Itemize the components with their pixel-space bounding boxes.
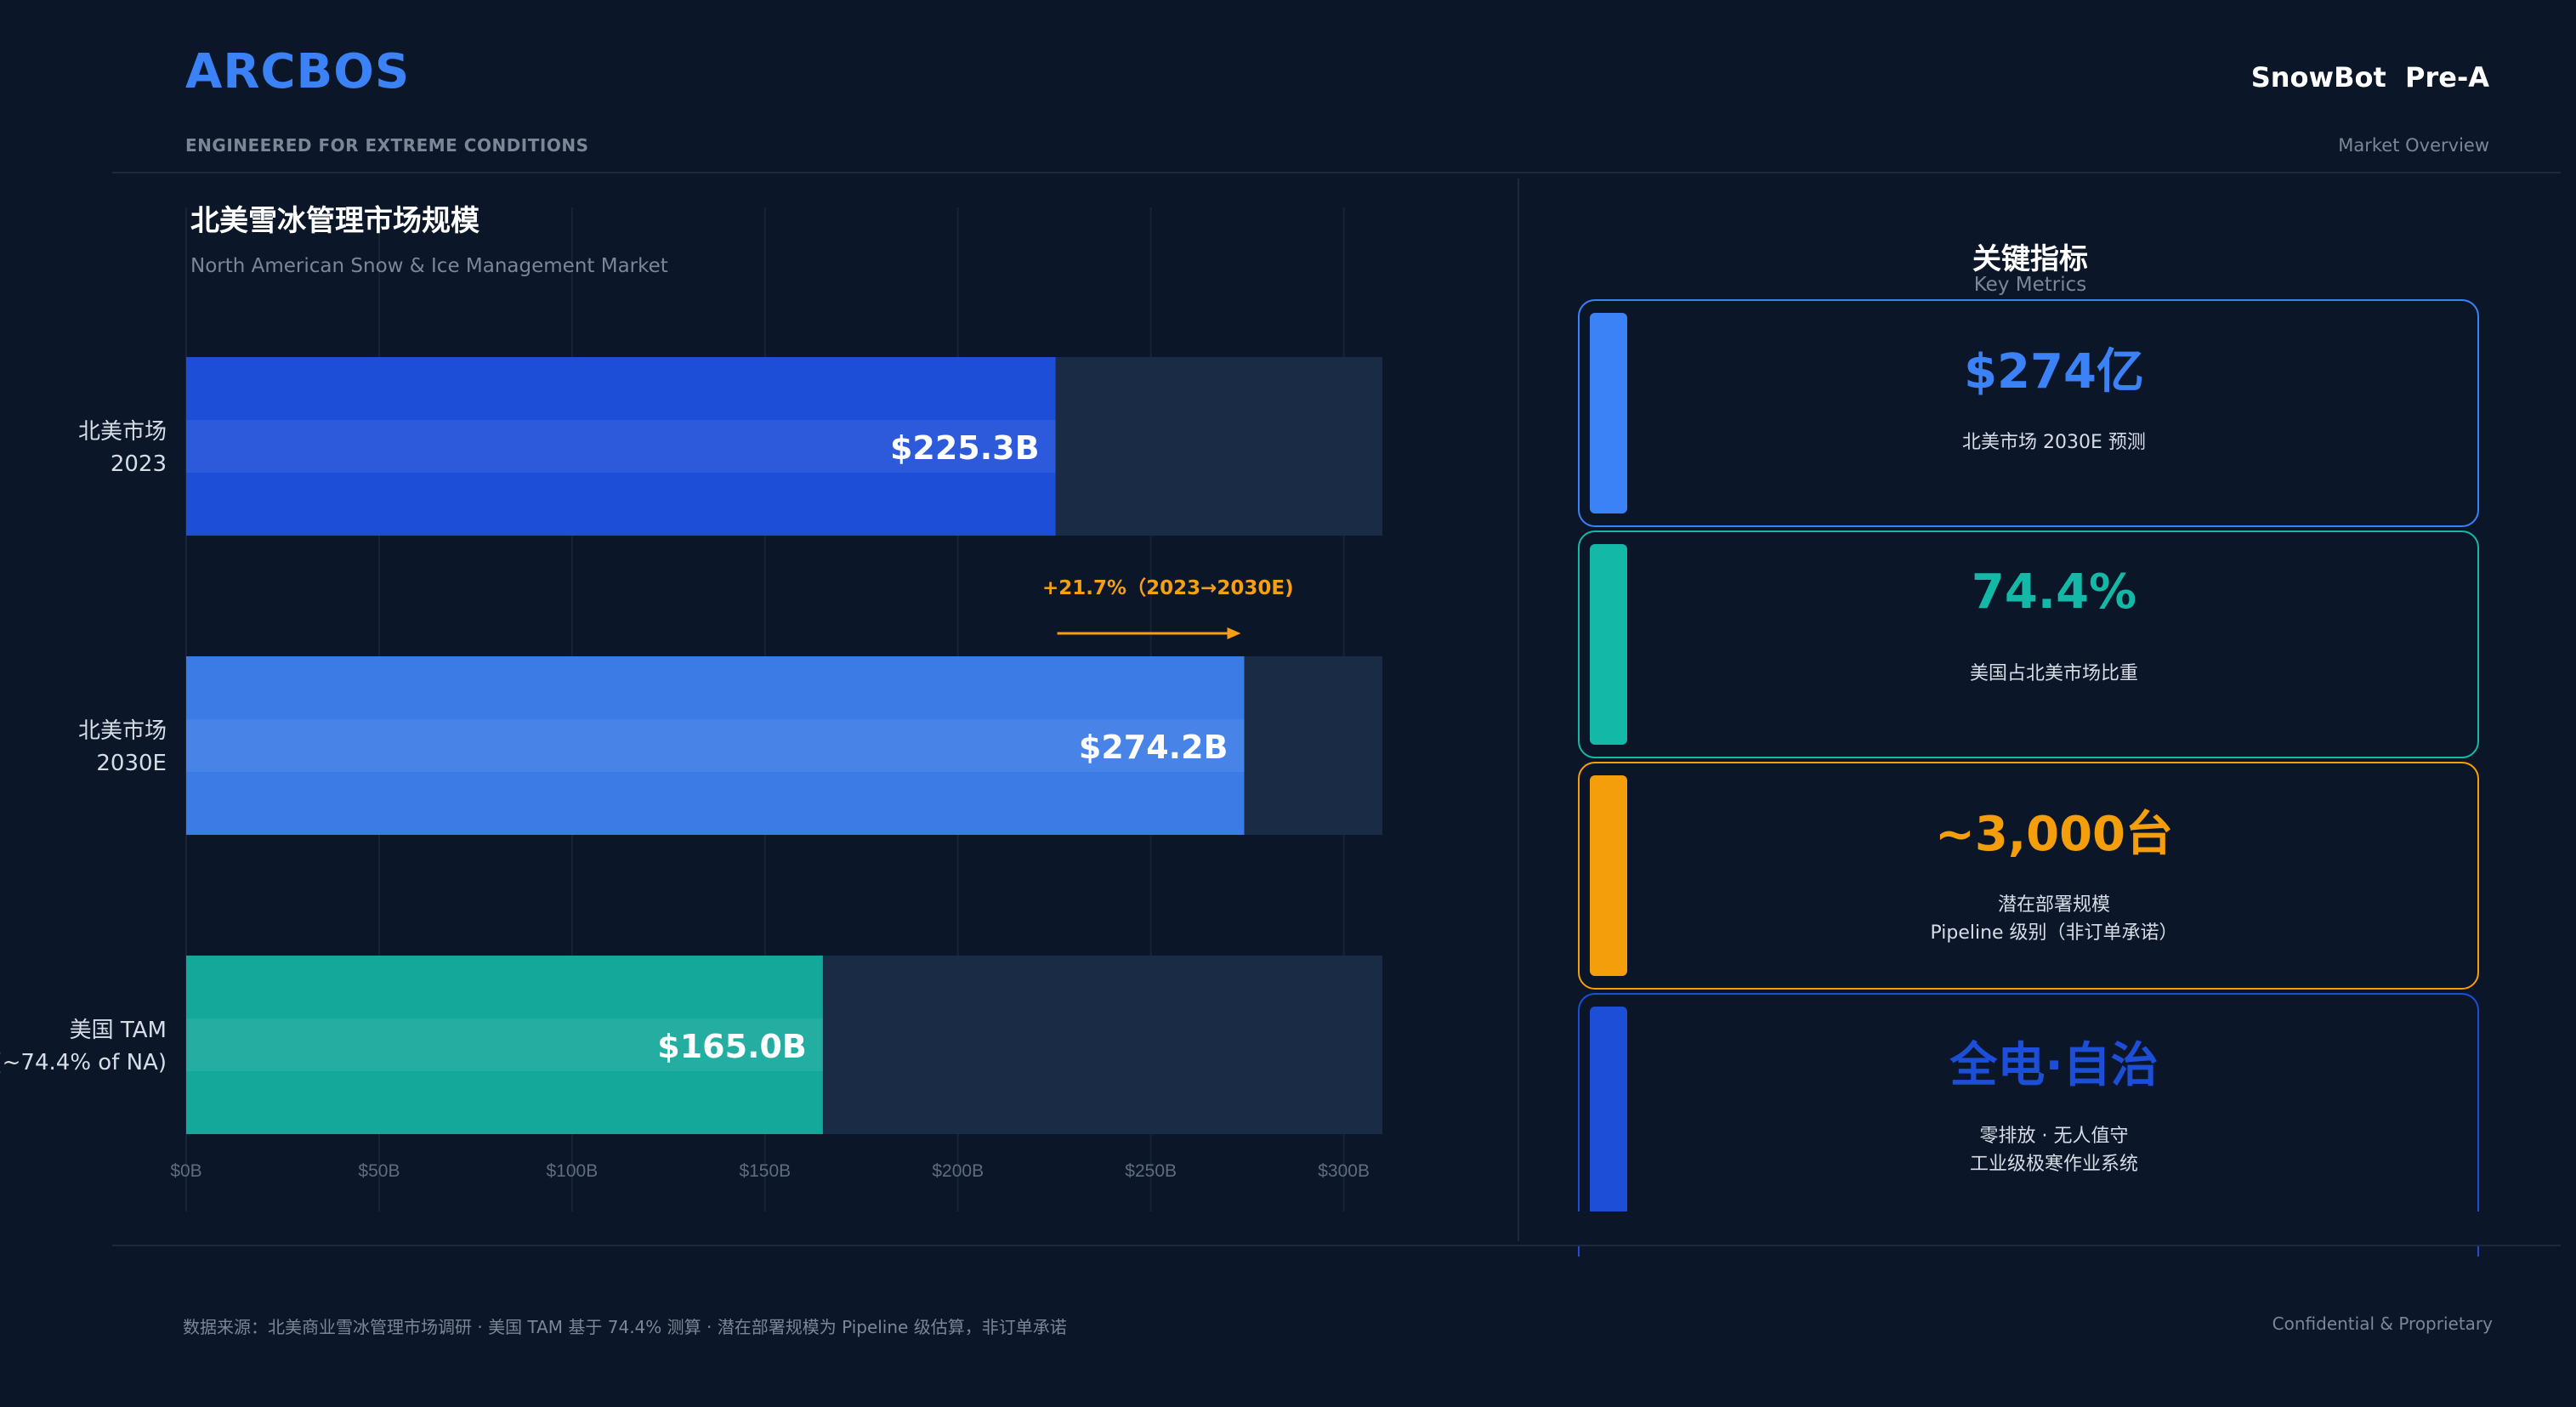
- bar: [186, 357, 1056, 536]
- bar-highlight: [186, 420, 1056, 473]
- brand-logo: ARCBOS: [185, 44, 411, 99]
- x-tick-label: $150B: [739, 1161, 791, 1181]
- metric-value: 74.4%: [1971, 565, 2137, 620]
- category-label: (~74.4% of NA): [0, 1050, 167, 1075]
- x-tick-label: $0B: [170, 1161, 201, 1181]
- metric-accent-strip: [1590, 775, 1627, 976]
- category-label: 2030E: [96, 751, 167, 776]
- metric-description: 潜在部署规模 Pipeline 级别（非订单承诺）: [1930, 894, 2178, 944]
- bar-highlight: [186, 719, 1245, 772]
- x-tick-label: $100B: [547, 1161, 599, 1181]
- bar-value-label: $274.2B: [1079, 729, 1228, 766]
- footer-divider: [112, 1245, 2561, 1246]
- panel-divider: [1518, 179, 1519, 1241]
- chart-title: 北美雪冰管理市场规模: [190, 204, 479, 238]
- metric-description: 零排放 · 无人值守 工业级极寒作业系统: [1969, 1126, 2138, 1175]
- bar-highlight: [186, 1018, 823, 1071]
- metrics-title: 关键指标: [1972, 242, 2088, 276]
- footer-source-note: 数据来源：北美商业雪冰管理市场调研 · 美国 TAM 基于 74.4% 测算 ·…: [183, 1317, 1067, 1337]
- bar: [186, 656, 1245, 835]
- metric-card-us-share: 74.4% 美国占北美市场比重: [1578, 530, 2479, 758]
- metric-accent-strip: [1590, 313, 1627, 513]
- metric-card-forecast: $274亿 北美市场 2030E 预测: [1578, 299, 2479, 527]
- bar-value-label: $165.0B: [657, 1028, 807, 1065]
- category-label: 2023: [111, 451, 167, 477]
- bar: [186, 956, 823, 1134]
- metrics-clip: [1578, 1211, 2479, 1245]
- deck-title: SnowBot Pre-A: [2250, 61, 2489, 94]
- category-label: 美国 TAM: [70, 1018, 167, 1043]
- growth-annotation-label: +21.7%（2023→2030E): [1042, 576, 1294, 599]
- x-tick-label: $200B: [932, 1161, 984, 1181]
- x-tick-label: $250B: [1125, 1161, 1177, 1181]
- category-label: 北美市场: [78, 718, 167, 744]
- metric-description: 美国占北美市场比重: [1969, 663, 2138, 684]
- category-label: 北美市场: [78, 419, 167, 445]
- metric-description: 北美市场 2030E 预测: [1962, 432, 2146, 453]
- bar-value-label: $225.3B: [890, 429, 1040, 467]
- metric-accent-strip: [1590, 544, 1627, 745]
- x-tick-label: $50B: [358, 1161, 400, 1181]
- x-tick-label: $300B: [1318, 1161, 1370, 1181]
- footer-confidential: Confidential & Proprietary: [2272, 1313, 2493, 1334]
- header-divider: [112, 172, 2561, 173]
- metrics-subtitle: Key Metrics: [1973, 274, 2087, 296]
- market-bar-chart: $0B $50B $100B $150B $200B $250B $300B $225.3B 北…: [0, 207, 1382, 1211]
- metric-card-deployment: ~3,000台 潜在部署规模 Pipeline 级别（非订单承诺）: [1578, 762, 2479, 990]
- metric-value: ~3,000台: [1934, 807, 2174, 862]
- growth-arrow-head: [1227, 627, 1241, 639]
- metric-value: 全电·自治: [1949, 1038, 2159, 1093]
- metric-accent-strip: [1590, 1007, 1627, 1245]
- brand-tagline: ENGINEERED FOR EXTREME CONDITIONS: [185, 135, 589, 156]
- section-label: Market Overview: [2338, 135, 2489, 156]
- chart-subtitle: North American Snow & Ice Management Mar…: [190, 255, 668, 277]
- metric-value: $274亿: [1964, 344, 2144, 400]
